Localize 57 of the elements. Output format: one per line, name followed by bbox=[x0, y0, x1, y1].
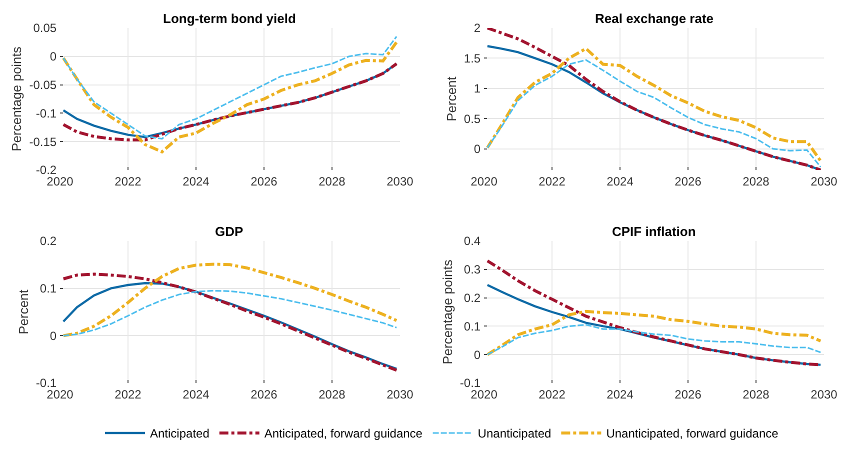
x-tick-label: 2028 bbox=[318, 174, 346, 188]
x-tick-label: 2028 bbox=[318, 387, 346, 402]
y-tick-label: 1.5 bbox=[464, 51, 481, 66]
line-series bbox=[486, 310, 822, 356]
x-tick-label: 2028 bbox=[742, 387, 770, 402]
line-series bbox=[62, 40, 398, 154]
legend-label: Anticipated, forward guidance bbox=[264, 426, 423, 441]
chart-title: Real exchange rate bbox=[595, 11, 714, 26]
x-tick-label: 2020 bbox=[470, 174, 498, 188]
x-tick-label: 2030 bbox=[810, 174, 838, 188]
y-axis-title: Percentage points bbox=[440, 259, 455, 364]
chart-title: Long-term bond yield bbox=[163, 11, 296, 26]
y-tick-label: 2 bbox=[474, 21, 481, 36]
x-tick-label: 2026 bbox=[250, 387, 278, 402]
y-tick-label: 0.05 bbox=[33, 21, 57, 36]
x-tick-label: 2028 bbox=[742, 174, 770, 188]
y-tick-label: 0 bbox=[50, 328, 57, 343]
x-tick-label: 2024 bbox=[606, 387, 634, 402]
y-tick-label: 0.1 bbox=[40, 282, 57, 296]
y-tick-label: 0 bbox=[50, 50, 57, 64]
y-axis-title: Percent bbox=[444, 76, 459, 122]
y-tick-label: 0.1 bbox=[464, 319, 481, 334]
legend-label: Unanticipated bbox=[478, 426, 552, 441]
x-tick-label: 2026 bbox=[674, 387, 702, 402]
x-tick-label: 2022 bbox=[114, 387, 142, 402]
line-series bbox=[62, 36, 398, 140]
y-tick-label: 0.2 bbox=[40, 234, 57, 248]
chart-title: CPIF inflation bbox=[612, 224, 696, 239]
x-tick-label: 2024 bbox=[182, 387, 210, 402]
y-tick-label: -0.05 bbox=[29, 78, 57, 92]
y-tick-label: 0.2 bbox=[464, 291, 481, 305]
x-tick-label: 2022 bbox=[538, 387, 566, 402]
x-tick-label: 2022 bbox=[538, 174, 566, 188]
x-tick-label: 2030 bbox=[810, 387, 838, 402]
y-tick-label: 0 bbox=[474, 142, 481, 156]
legend-label: Anticipated bbox=[150, 426, 210, 441]
y-tick-label: -0.15 bbox=[29, 134, 57, 149]
y-tick-label: 0.3 bbox=[464, 262, 481, 277]
x-tick-label: 2030 bbox=[386, 174, 414, 188]
x-tick-label: 2024 bbox=[606, 174, 634, 188]
x-tick-label: 2026 bbox=[250, 174, 278, 188]
x-tick-label: 2024 bbox=[182, 174, 210, 188]
y-axis-title: Percent bbox=[16, 289, 31, 334]
chart-title: GDP bbox=[215, 224, 244, 239]
x-tick-label: 2030 bbox=[386, 387, 414, 402]
y-tick-label: 0.5 bbox=[464, 112, 481, 126]
y-axis-title: Percentage points bbox=[9, 46, 24, 152]
line-series bbox=[62, 290, 398, 336]
legend-label: Unanticipated, forward guidance bbox=[606, 426, 779, 441]
line-series bbox=[62, 262, 398, 338]
y-tick-label: 0.4 bbox=[464, 234, 481, 248]
x-tick-label: 2022 bbox=[114, 174, 142, 188]
y-tick-label: 0 bbox=[474, 348, 481, 362]
line-series bbox=[486, 324, 822, 356]
y-tick-label: -0.1 bbox=[36, 106, 57, 120]
x-tick-label: 2026 bbox=[674, 174, 702, 188]
y-tick-label: 1 bbox=[474, 82, 481, 96]
